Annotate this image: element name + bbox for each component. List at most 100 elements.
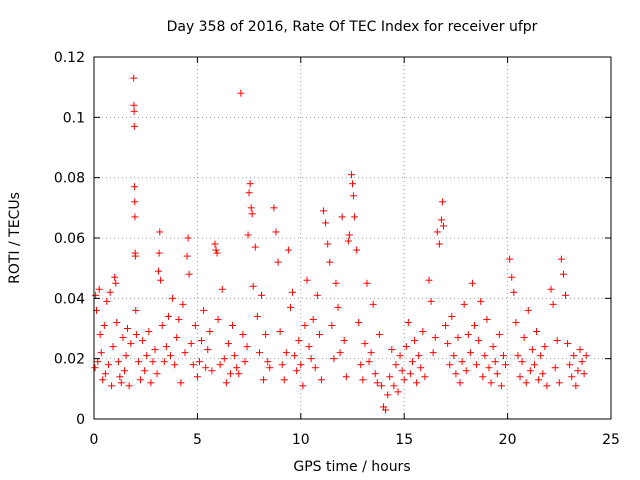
data-point bbox=[95, 285, 103, 293]
data-point bbox=[282, 349, 290, 357]
data-point bbox=[303, 276, 311, 284]
data-point bbox=[231, 352, 239, 360]
data-point bbox=[437, 216, 445, 224]
data-point bbox=[551, 364, 559, 372]
data-point bbox=[246, 180, 254, 188]
data-point bbox=[113, 318, 121, 326]
data-point bbox=[516, 373, 524, 381]
x-tick-label: 5 bbox=[193, 432, 202, 448]
data-point bbox=[130, 74, 138, 82]
data-point bbox=[266, 364, 274, 372]
data-point bbox=[555, 379, 563, 387]
data-point bbox=[413, 379, 421, 387]
data-point bbox=[97, 349, 105, 357]
data-point bbox=[131, 213, 139, 221]
data-point bbox=[479, 373, 487, 381]
x-axis-label: GPS time / hours bbox=[293, 459, 410, 475]
data-point bbox=[131, 198, 139, 206]
data-point bbox=[155, 267, 163, 275]
data-point bbox=[411, 337, 419, 345]
data-point bbox=[229, 321, 237, 329]
data-point bbox=[191, 321, 199, 329]
data-point bbox=[96, 331, 104, 339]
data-point bbox=[251, 243, 259, 251]
data-point bbox=[431, 334, 439, 342]
data-point bbox=[359, 376, 367, 384]
data-point bbox=[94, 358, 102, 366]
data-point bbox=[541, 343, 549, 351]
data-point bbox=[454, 334, 462, 342]
data-point bbox=[216, 361, 224, 369]
data-point bbox=[218, 285, 226, 293]
data-point bbox=[200, 306, 208, 314]
data-point bbox=[388, 346, 396, 354]
data-point bbox=[124, 325, 132, 332]
data-point bbox=[101, 370, 109, 378]
data-point bbox=[117, 379, 125, 387]
data-point bbox=[103, 297, 111, 305]
data-point bbox=[350, 192, 358, 200]
data-point bbox=[167, 352, 175, 360]
data-point bbox=[483, 315, 491, 323]
data-point bbox=[477, 297, 485, 305]
data-point bbox=[177, 379, 185, 387]
data-point bbox=[471, 321, 479, 329]
data-point bbox=[468, 279, 476, 287]
data-point bbox=[514, 352, 522, 360]
data-point bbox=[212, 246, 220, 254]
data-point bbox=[340, 337, 348, 345]
data-point bbox=[427, 297, 435, 305]
data-point bbox=[248, 210, 256, 218]
grid-layer bbox=[94, 57, 611, 419]
data-point bbox=[195, 358, 203, 366]
data-point bbox=[543, 382, 551, 390]
chart-title: Day 358 of 2016, Rate Of TEC Index for r… bbox=[167, 19, 538, 35]
data-point bbox=[235, 370, 243, 378]
data-point bbox=[559, 270, 567, 278]
data-point bbox=[326, 258, 334, 266]
data-point bbox=[149, 358, 157, 366]
data-point bbox=[338, 213, 346, 221]
data-point bbox=[375, 331, 383, 339]
data-point bbox=[564, 340, 572, 348]
data-point bbox=[262, 331, 270, 339]
data-point bbox=[311, 364, 319, 372]
data-point bbox=[130, 101, 138, 109]
data-point bbox=[458, 358, 466, 366]
data-point bbox=[398, 367, 406, 375]
data-point bbox=[106, 288, 114, 296]
data-point bbox=[518, 358, 526, 366]
data-point bbox=[291, 352, 299, 360]
data-point bbox=[249, 282, 257, 290]
data-point bbox=[344, 237, 352, 245]
data-point bbox=[239, 331, 247, 339]
data-point bbox=[189, 361, 197, 369]
data-point bbox=[100, 321, 108, 329]
data-point bbox=[324, 240, 332, 248]
data-point bbox=[530, 361, 538, 369]
x-tick-label: 10 bbox=[292, 432, 310, 448]
data-point bbox=[245, 189, 253, 197]
data-point bbox=[111, 273, 119, 281]
data-point bbox=[293, 367, 301, 375]
data-point bbox=[278, 361, 286, 369]
data-point bbox=[342, 373, 350, 381]
data-point bbox=[92, 291, 100, 299]
data-point bbox=[184, 234, 192, 242]
data-point bbox=[179, 300, 187, 308]
data-point bbox=[237, 89, 245, 97]
data-point bbox=[520, 334, 528, 342]
data-point bbox=[419, 328, 427, 336]
data-point bbox=[299, 382, 307, 390]
data-point bbox=[322, 219, 330, 227]
data-point bbox=[244, 231, 252, 239]
y-tick-label: 0.02 bbox=[54, 352, 85, 368]
data-point bbox=[361, 340, 369, 348]
data-point bbox=[566, 361, 574, 369]
data-point bbox=[132, 331, 140, 339]
data-point bbox=[425, 276, 433, 284]
data-point bbox=[104, 361, 112, 369]
data-point bbox=[284, 246, 292, 254]
data-point bbox=[497, 382, 505, 390]
